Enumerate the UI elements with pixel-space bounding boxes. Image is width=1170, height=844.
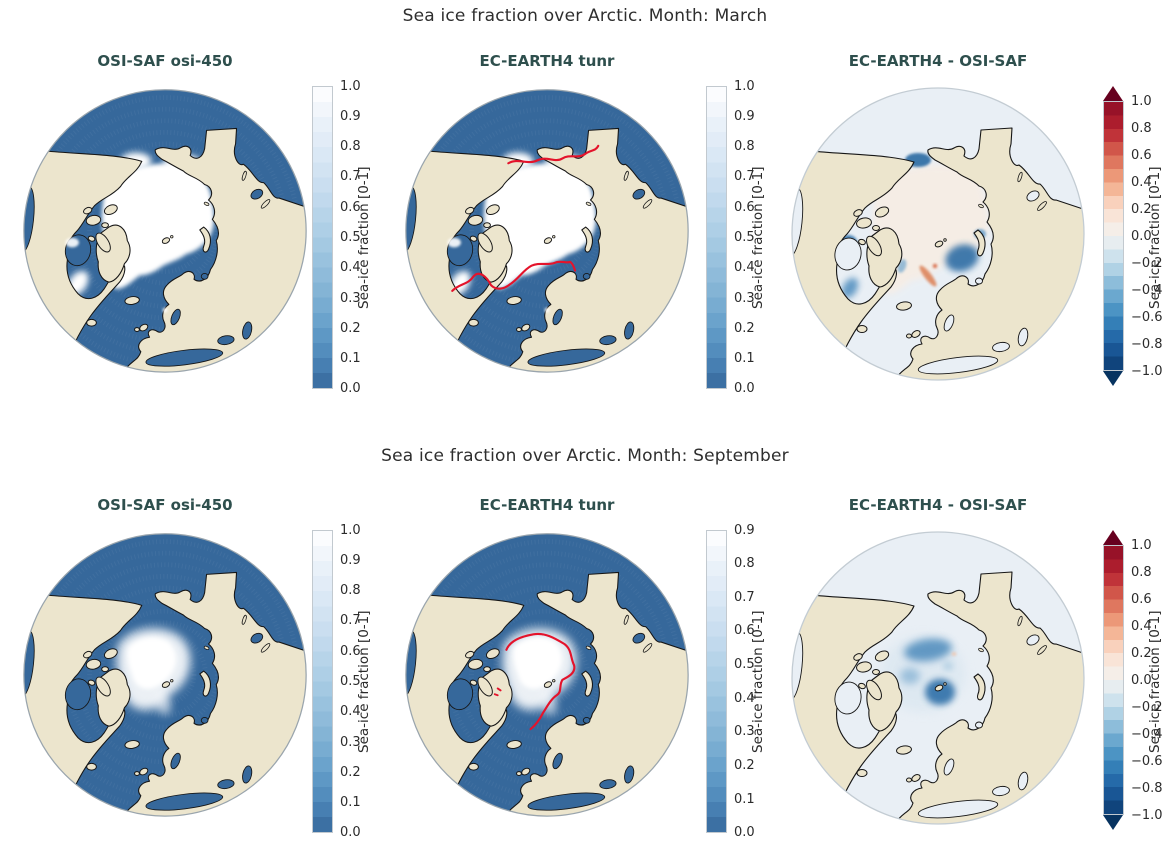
colorbar-ticks: 1.0 0.8 0.6 0.4 0.2 0.0 −0.2 −0.4 −0.6 −0.8 −1.0	[1131, 537, 1163, 823]
map-diff-march	[791, 87, 1085, 381]
colorbar-axis-label: Sea-ice fraction [0-1]	[1147, 166, 1163, 309]
colorbar-gradient	[706, 530, 727, 833]
colorbar-arrow-down	[1103, 371, 1123, 386]
colorbar-gradient	[312, 530, 333, 833]
panel-title-diff-sep: EC-EARTH4 - OSI-SAF	[848, 496, 1028, 514]
colorbar-ticks: 1.0 0.9 0.8 0.7 0.6 0.5 0.4 0.3 0.2 0.1 0.0	[734, 78, 755, 397]
colorbar-ticks: 0.9 0.8 0.7 0.6 0.5 0.4 0.3 0.2 0.1 0.0	[734, 522, 755, 841]
panel-title-obs-march: OSI-SAF osi-450	[97, 52, 233, 70]
colorbar-gradient	[706, 86, 727, 389]
map-diff-sep	[791, 531, 1085, 825]
colorbar-gradient	[312, 86, 333, 389]
colorbar-axis-label: Sea-ice fraction [0-1]	[1147, 610, 1163, 753]
colorbar-arrow-up	[1103, 86, 1123, 101]
colorbar-axis-label: Sea-ice fraction [0-1]	[750, 166, 766, 309]
map-obs-march	[23, 89, 307, 373]
colorbar-ticks: 1.0 0.8 0.6 0.4 0.2 0.0 −0.2 −0.4 −0.6 −0.8 −1.0	[1131, 93, 1163, 379]
map-obs-sep	[23, 533, 307, 817]
colorbar-arrow-up	[1103, 530, 1123, 545]
panel-title-obs-sep: OSI-SAF osi-450	[97, 496, 233, 514]
map-model-march	[405, 89, 689, 373]
row2-suptitle: Sea ice fraction over Arctic. Month: Sep…	[381, 446, 789, 466]
map-model-sep	[405, 533, 689, 817]
colorbar-axis-label: Sea-ice fraction [0-1]	[356, 166, 372, 309]
colorbar-axis-label: Sea-ice fraction [0-1]	[750, 610, 766, 753]
colorbar-axis-label: Sea-ice fraction [0-1]	[356, 610, 372, 753]
colorbar-arrow-down	[1103, 815, 1123, 830]
colorbar-gradient	[1103, 101, 1124, 371]
colorbar-ticks: 1.0 0.9 0.8 0.7 0.6 0.5 0.4 0.3 0.2 0.1 0.0	[340, 522, 361, 841]
colorbar-ticks: 1.0 0.9 0.8 0.7 0.6 0.5 0.4 0.3 0.2 0.1 0.0	[340, 78, 361, 397]
panel-title-diff-march: EC-EARTH4 - OSI-SAF	[848, 52, 1028, 70]
panel-title-model-march: EC-EARTH4 tunr	[479, 52, 615, 70]
row1-suptitle: Sea ice fraction over Arctic. Month: Mar…	[402, 6, 768, 26]
colorbar-gradient	[1103, 545, 1124, 815]
panel-title-model-sep: EC-EARTH4 tunr	[479, 496, 615, 514]
